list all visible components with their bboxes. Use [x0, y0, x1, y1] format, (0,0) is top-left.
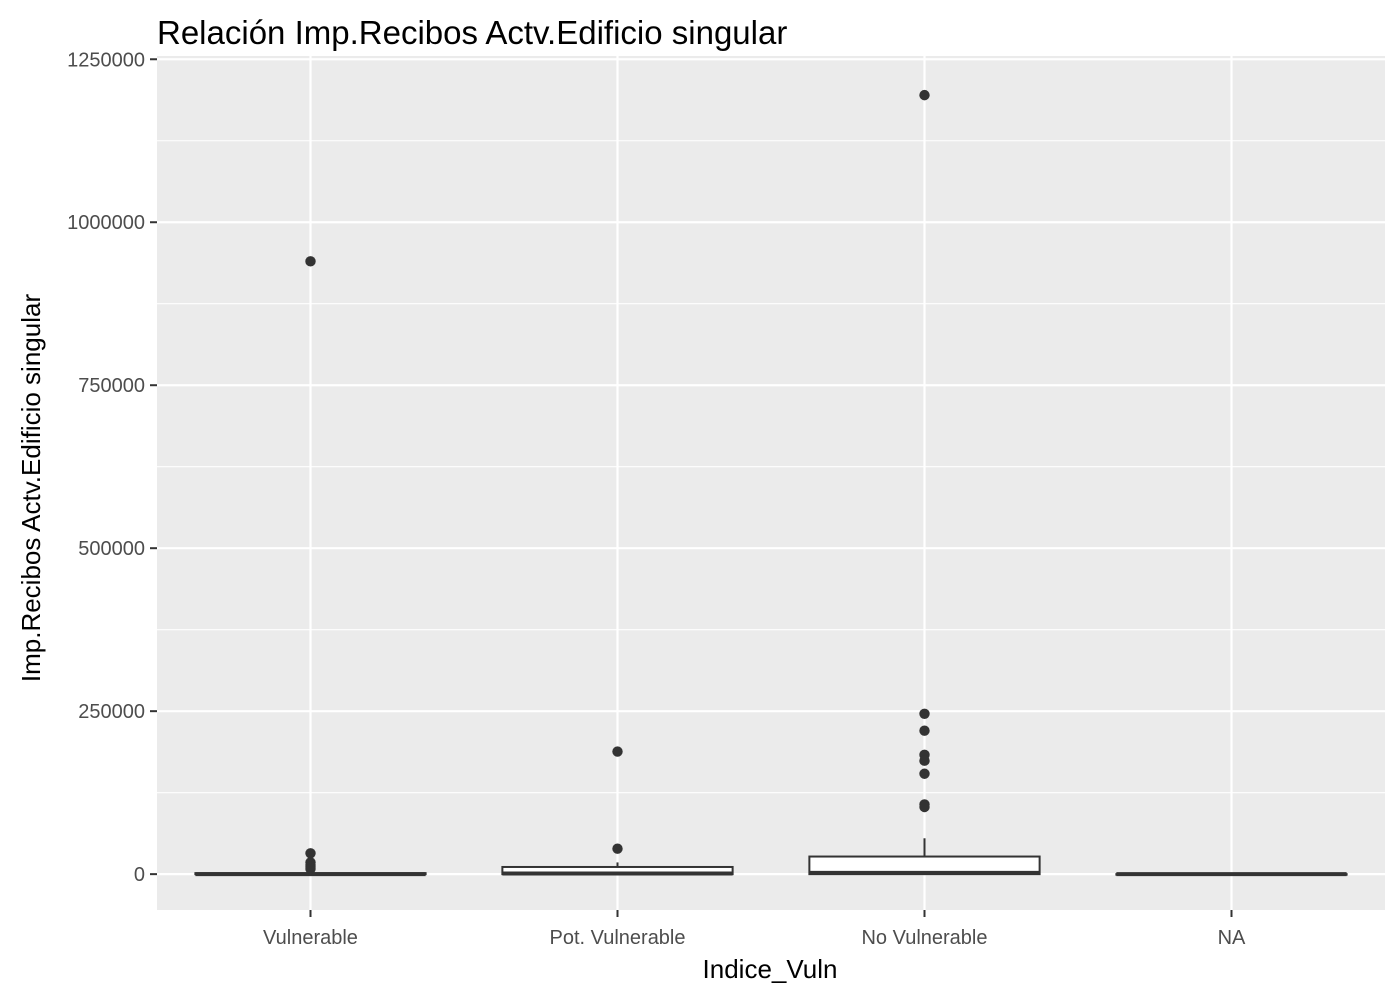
x-tick-label: Vulnerable — [263, 927, 358, 949]
x-axis: Vulnerable Pot. Vulnerable No Vulnerable NA — [263, 910, 1246, 949]
box-pot-vulnerable — [501, 746, 734, 876]
y-tick-label: 1250000 — [67, 49, 145, 71]
box-vulnerable — [194, 256, 427, 877]
y-tick-label: 750000 — [78, 375, 145, 397]
x-tick-label: Pot. Vulnerable — [549, 927, 685, 949]
outlier-point — [919, 755, 930, 766]
box-no-vulnerable — [808, 89, 1041, 876]
outlier-point — [612, 843, 623, 854]
box-na — [1115, 872, 1348, 877]
outlier-point — [612, 746, 623, 757]
outlier-point — [919, 89, 930, 101]
y-tick-label: 1000000 — [67, 212, 145, 234]
x-tick-label: NA — [1218, 927, 1246, 949]
outlier-point — [919, 768, 930, 779]
outlier-point — [305, 256, 316, 267]
outlier-point — [919, 801, 930, 813]
x-tick-label: No Vulnerable — [861, 927, 987, 949]
outlier-point — [919, 708, 930, 719]
y-tick-label: 500000 — [78, 538, 145, 560]
y-tick-label: 0 — [134, 864, 145, 886]
x-axis-title: Indice_Vuln — [703, 954, 838, 984]
y-tick-label: 250000 — [78, 701, 145, 723]
chart-title: Relación Imp.Recibos Actv.Edificio singu… — [157, 14, 787, 51]
outlier-point — [305, 863, 316, 875]
y-axis: 0 250000 500000 750000 1000000 1250000 — [67, 49, 157, 886]
minor-gridlines — [157, 140, 1385, 794]
outlier-point — [305, 848, 316, 859]
y-axis-title: Imp.Recibos Actv.Edificio singular — [16, 294, 46, 683]
plot-panel — [157, 56, 1385, 910]
box-series — [194, 89, 1348, 877]
outlier-point — [919, 725, 930, 736]
